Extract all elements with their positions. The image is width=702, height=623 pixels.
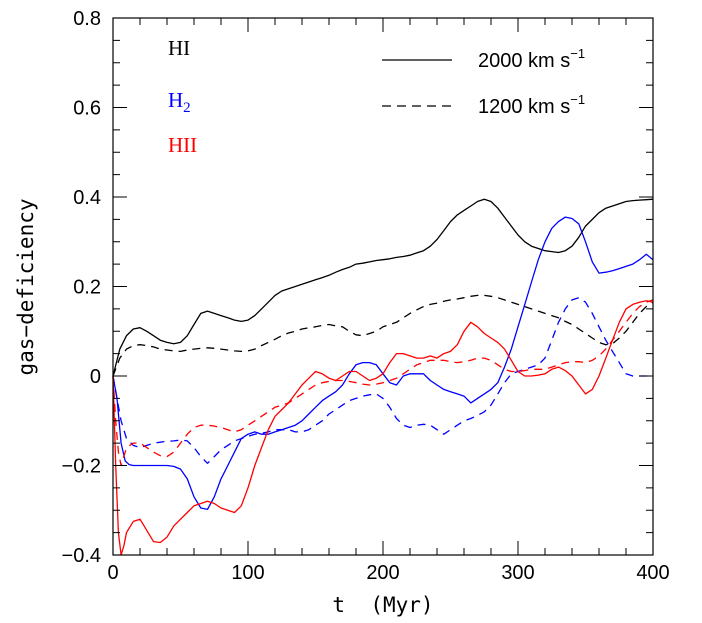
x-tick-labels: 0 100 200 300 400 — [107, 562, 669, 584]
line-style-legend: 2000 km s−1 1200 km s−1 — [382, 46, 585, 118]
y-tick-label: 0 — [90, 366, 101, 388]
x-axis-title: t (Myr) — [332, 593, 433, 617]
y-axis-title: gas−deficiency — [14, 198, 38, 375]
y-tick-label: 0.2 — [73, 277, 101, 299]
style-legend-superscript: −1 — [570, 46, 585, 61]
x-tick-label: 400 — [636, 562, 669, 584]
series-line-h2-1200 — [112, 297, 653, 464]
series-line-hii-2000 — [112, 300, 654, 556]
style-legend-label: 1200 km s−1 — [478, 92, 585, 118]
y-tick-label: −0.2 — [62, 456, 101, 478]
x-tick-label: 100 — [231, 562, 264, 584]
species-legend-label: HI — [168, 36, 190, 60]
x-tick-label: 300 — [501, 562, 534, 584]
series-line-hi-1200 — [112, 294, 654, 377]
species-legend-subscript: 2 — [183, 100, 191, 116]
style-legend-superscript: −1 — [570, 92, 585, 107]
y-tick-label: 0.8 — [73, 8, 101, 30]
y-tick-label: 0.6 — [73, 98, 101, 120]
species-legend-label: H2 — [168, 88, 191, 116]
series-line-h2-2000 — [112, 216, 654, 511]
series-line-hi-2000 — [112, 198, 654, 377]
series-layer — [112, 198, 654, 556]
x-tick-label: 200 — [366, 562, 399, 584]
style-legend-label: 2000 km s−1 — [478, 46, 585, 72]
y-tick-label: −0.4 — [62, 545, 101, 567]
ticks-layer — [112, 17, 654, 556]
x-tick-label: 0 — [107, 562, 118, 584]
y-tick-label: 0.4 — [73, 187, 101, 209]
species-legend-label: HII — [168, 133, 197, 157]
series-line-hii-1200 — [112, 299, 654, 467]
species-legend: HI H2 HII — [168, 36, 197, 157]
y-tick-labels: −0.4 −0.2 0 0.2 0.4 0.6 0.8 — [62, 8, 101, 567]
